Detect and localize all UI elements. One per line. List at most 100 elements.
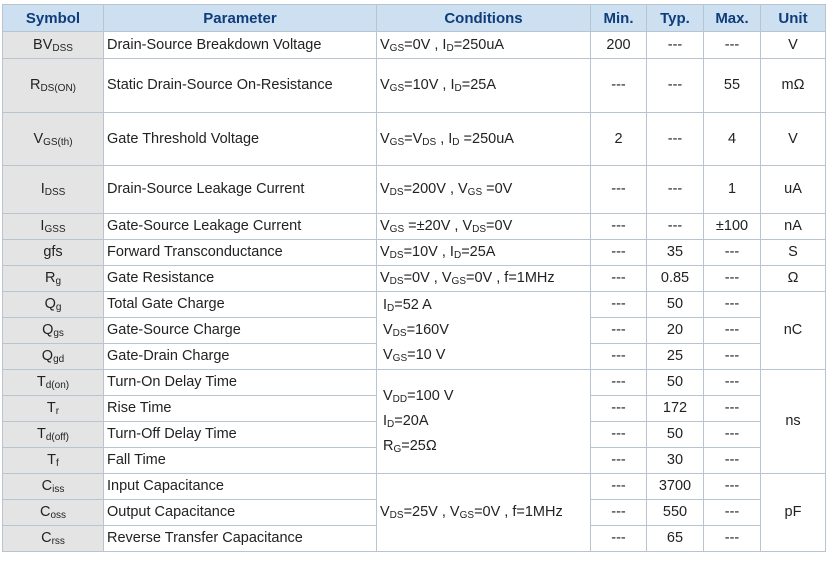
typ-cell: 50 bbox=[646, 369, 704, 396]
max-cell: --- bbox=[703, 525, 761, 552]
parameter-cell: Static Drain-Source On-Resistance bbox=[103, 58, 377, 113]
header-symbol: Symbol bbox=[2, 4, 104, 32]
table-row: Qgd Gate-Drain Charge --- 25 --- bbox=[2, 343, 826, 370]
parameter-cell: Rise Time bbox=[103, 395, 377, 422]
unit-cell: mΩ bbox=[760, 58, 826, 113]
condition-subscript: D bbox=[452, 136, 460, 148]
electrical-characteristics-table: Symbol Parameter Conditions Min. Typ. Ma… bbox=[2, 4, 826, 552]
condition-text: =0V , I bbox=[404, 36, 447, 53]
table-row: IGSS Gate-Source Leakage Current VGS =±2… bbox=[2, 213, 826, 240]
parameter-cell: Total Gate Charge bbox=[103, 291, 377, 318]
condition-subscript: GS bbox=[389, 136, 405, 148]
typ-cell: --- bbox=[646, 58, 704, 113]
condition-text: =0V bbox=[486, 218, 513, 235]
table-row: Td(on) Turn-On Delay Time VDD=100 V ID=20… bbox=[2, 369, 826, 474]
condition-subscript: DS bbox=[472, 224, 487, 236]
symbol-cell: Ciss bbox=[2, 473, 104, 500]
max-cell: --- bbox=[703, 447, 761, 474]
unit-cell: Ω bbox=[760, 265, 826, 292]
condition-subscript: GS bbox=[389, 83, 405, 95]
typ-cell: 50 bbox=[646, 421, 704, 448]
condition-subscript: GS bbox=[467, 187, 483, 199]
unit-cell: pF bbox=[760, 473, 826, 552]
header-typ: Typ. bbox=[646, 4, 704, 32]
max-cell: --- bbox=[703, 291, 761, 318]
unit-cell: nC bbox=[760, 291, 826, 370]
typ-cell: 3700 bbox=[646, 473, 704, 500]
condition-cell-switching: VDD=100 V ID=20A RG=25Ω bbox=[376, 369, 591, 474]
max-cell: 4 bbox=[703, 112, 761, 166]
typ-cell: 550 bbox=[646, 499, 704, 526]
table-row: RDS(ON) Static Drain-Source On-Resistanc… bbox=[2, 58, 826, 113]
parameter-cell: Forward Transconductance bbox=[103, 239, 377, 266]
typ-cell: 25 bbox=[646, 343, 704, 370]
condition-text: V bbox=[380, 36, 390, 53]
symbol-cell: IDSS bbox=[2, 165, 104, 214]
condition-subscript: DD bbox=[392, 394, 408, 405]
condition-text: =250uA bbox=[459, 130, 514, 147]
condition-text: V bbox=[383, 347, 393, 363]
typ-cell: --- bbox=[646, 112, 704, 166]
symbol-cell: Td(off) bbox=[2, 421, 104, 448]
parameter-cell: Input Capacitance bbox=[103, 473, 377, 500]
condition-text: V bbox=[380, 218, 390, 235]
symbol-cell: Tr bbox=[2, 395, 104, 422]
condition-cell: VDS=0V , VGS=0V , f=1MHz bbox=[376, 265, 591, 292]
condition-text: V bbox=[380, 77, 390, 94]
condition-text: =25A bbox=[461, 77, 497, 94]
max-cell: 55 bbox=[703, 58, 761, 113]
symbol-cell: Coss bbox=[2, 499, 104, 526]
condition-cell: VGS=0V , ID=250uA bbox=[376, 31, 591, 59]
parameter-cell: Turn-On Delay Time bbox=[103, 369, 377, 396]
symbol-cell: VGS(th) bbox=[2, 112, 104, 166]
condition-text: =250uA bbox=[453, 36, 505, 53]
max-cell: --- bbox=[703, 265, 761, 292]
condition-subscript: DS bbox=[389, 510, 404, 522]
typ-cell: 35 bbox=[646, 239, 704, 266]
condition-subscript: D bbox=[453, 250, 462, 262]
condition-subscript: GS bbox=[459, 510, 475, 522]
condition-subscript: DS bbox=[389, 187, 404, 199]
condition-subscript: DS bbox=[389, 250, 404, 262]
condition-text: V bbox=[380, 244, 390, 261]
max-cell: --- bbox=[703, 395, 761, 422]
condition-text: =20A bbox=[394, 413, 429, 429]
symbol-cell: Qgd bbox=[2, 343, 104, 370]
condition-line: ID=52 A bbox=[383, 293, 590, 318]
parameter-cell: Gate-Drain Charge bbox=[103, 343, 377, 370]
typ-cell: --- bbox=[646, 213, 704, 240]
min-cell: --- bbox=[590, 369, 647, 396]
typ-cell: --- bbox=[646, 31, 704, 59]
parameter-cell: Output Capacitance bbox=[103, 499, 377, 526]
condition-text: =25Ω bbox=[401, 438, 437, 454]
unit-cell: V bbox=[760, 112, 826, 166]
max-cell: ±100 bbox=[703, 213, 761, 240]
condition-cell: VGS=10V , ID=25A bbox=[376, 58, 591, 113]
typ-cell: 30 bbox=[646, 447, 704, 474]
condition-cell-charge: ID=52 A VDS=160V VGS=10 V bbox=[376, 291, 591, 370]
parameter-cell: Gate Threshold Voltage bbox=[103, 112, 377, 166]
unit-cell: nA bbox=[760, 213, 826, 240]
condition-text: I bbox=[383, 297, 388, 313]
condition-text: =±20V , V bbox=[404, 218, 473, 235]
table-row: VGS(th) Gate Threshold Voltage VGS=VDS ,… bbox=[2, 112, 826, 166]
parameter-cell: Gate-Source Charge bbox=[103, 317, 377, 344]
condition-subscript: D bbox=[446, 42, 454, 54]
condition-text: I bbox=[383, 413, 388, 429]
min-cell: --- bbox=[590, 58, 647, 113]
condition-text: R bbox=[383, 438, 394, 454]
min-cell: --- bbox=[590, 447, 647, 474]
condition-subscript: DS bbox=[389, 276, 404, 288]
condition-text: V bbox=[380, 504, 390, 521]
parameter-cell: Turn-Off Delay Time bbox=[103, 421, 377, 448]
header-conditions: Conditions bbox=[376, 4, 591, 32]
condition-text: =200V , V bbox=[403, 181, 468, 198]
condition-subscript: GS bbox=[389, 42, 405, 54]
table-row: Crss Reverse Transfer Capacitance --- 65… bbox=[2, 525, 826, 552]
typ-cell: 65 bbox=[646, 525, 704, 552]
min-cell: --- bbox=[590, 499, 647, 526]
header-parameter: Parameter bbox=[103, 4, 377, 32]
symbol-cell: Crss bbox=[2, 525, 104, 552]
condition-text: =0V bbox=[482, 181, 513, 198]
condition-subscript: GS bbox=[451, 276, 466, 288]
